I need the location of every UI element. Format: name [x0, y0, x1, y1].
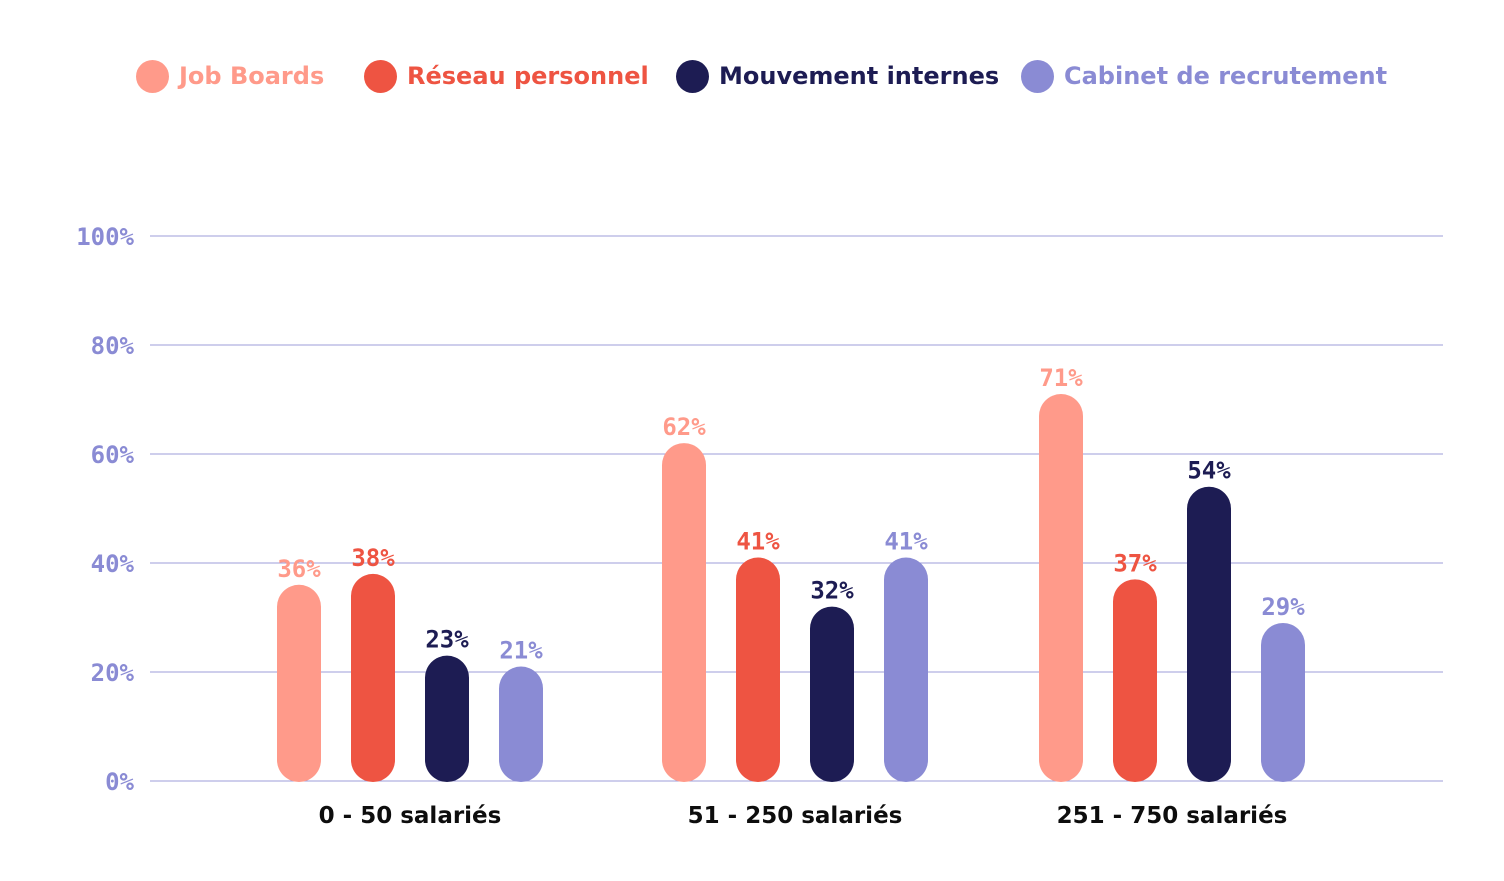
legend-item-job-boards: Job Boards [136, 58, 324, 94]
data-label: 62% [662, 413, 706, 441]
legend-item-cabinet-de-recrutement: Cabinet de recrutement [1021, 58, 1387, 94]
y-tick-label: 60% [91, 441, 135, 469]
bar [425, 655, 469, 782]
data-label: 71% [1039, 364, 1083, 392]
bar [810, 606, 854, 782]
y-tick-label: 100% [76, 223, 134, 251]
bar [662, 443, 706, 782]
data-label: 36% [277, 555, 321, 583]
data-label: 21% [499, 637, 543, 665]
x-category-label: 251 - 750 salariés [1057, 803, 1288, 829]
bar [1261, 622, 1305, 782]
bar [1113, 579, 1157, 782]
legend: Job Boards Réseau personnel Mouvement in… [0, 58, 1504, 98]
legend-label-cabinet-de-recrutement: Cabinet de recrutement [1064, 62, 1388, 90]
x-category-label: 0 - 50 salariés [319, 803, 502, 829]
y-tick-label: 80% [91, 332, 135, 360]
data-label: 29% [1261, 593, 1305, 621]
data-label: 41% [884, 528, 928, 556]
data-label: 38% [351, 544, 395, 572]
x-category-label: 51 - 250 salariés [688, 803, 903, 829]
bar [499, 666, 543, 782]
data-label: 54% [1187, 457, 1231, 485]
data-label: 37% [1113, 549, 1157, 577]
y-tick-label: 20% [91, 659, 135, 687]
legend-dot-mouvement-internes [676, 59, 709, 93]
bar [884, 557, 928, 782]
data-label: 41% [736, 528, 780, 556]
legend-label-mouvement-internes: Mouvement internes [719, 62, 1000, 90]
legend-label-job-boards: Job Boards [179, 62, 325, 90]
data-label: 23% [425, 626, 469, 654]
legend-label-reseau-personnel: Réseau personnel [407, 62, 649, 90]
legend-item-mouvement-internes: Mouvement internes [676, 58, 999, 94]
legend-item-reseau-personnel: Réseau personnel [364, 58, 649, 94]
bar [351, 573, 395, 782]
bar [736, 557, 780, 782]
bar [1039, 394, 1083, 782]
y-tick-label: 40% [91, 550, 135, 578]
legend-dot-job-boards [136, 59, 169, 93]
bar [1187, 486, 1231, 782]
legend-dot-reseau-personnel [364, 59, 397, 93]
legend-dot-cabinet-de-recrutement [1021, 59, 1054, 93]
data-label: 32% [810, 577, 854, 605]
y-tick-label: 0% [105, 768, 134, 796]
bar [277, 584, 321, 782]
